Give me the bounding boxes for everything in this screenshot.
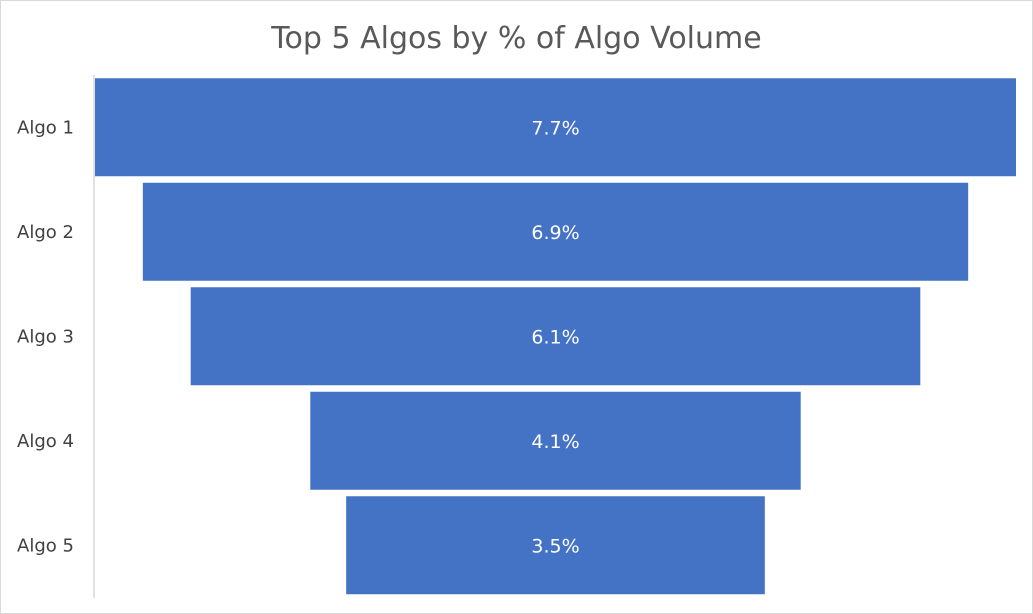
bars-layer: 7.7% Algo 1 6.9% Algo 2 6.1% Algo 3 4.1% Algo 4… <box>17 78 1016 595</box>
category-label-4: Algo 4 <box>17 431 74 452</box>
funnel-bar-2 <box>142 182 969 281</box>
bar-value-label-3: 6.1% <box>531 326 579 348</box>
chart-title: Top 5 Algos by % of Algo Volume <box>271 21 762 56</box>
bar-value-label-1: 7.7% <box>531 117 579 139</box>
category-label-3: Algo 3 <box>17 326 74 347</box>
bar-value-label-5: 3.5% <box>531 535 579 557</box>
category-label-5: Algo 5 <box>17 535 74 556</box>
bar-value-label-4: 4.1% <box>531 431 579 453</box>
funnel-bar-4 <box>310 391 801 490</box>
funnel-bar-3 <box>190 287 921 386</box>
funnel-bar-1 <box>95 78 1016 177</box>
category-label-2: Algo 2 <box>17 222 74 243</box>
funnel-bar-5 <box>346 496 765 595</box>
category-label-1: Algo 1 <box>17 117 74 138</box>
bar-value-label-2: 6.9% <box>531 222 579 244</box>
